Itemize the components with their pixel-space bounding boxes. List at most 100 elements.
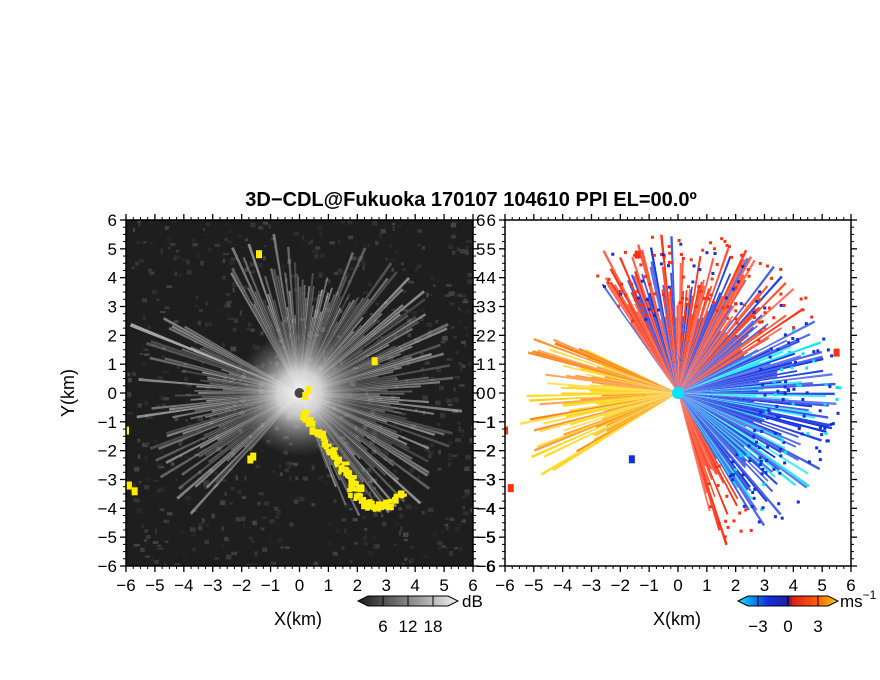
velocity-ray <box>678 375 778 393</box>
noise-speck <box>339 310 343 314</box>
noise-speck <box>445 517 449 521</box>
velocity-speck <box>616 304 620 308</box>
noise-speck <box>292 516 297 519</box>
velocity-ray <box>678 282 787 393</box>
velocity-speck <box>812 359 816 363</box>
velocity-ray <box>678 350 743 393</box>
noise-speck <box>233 439 239 444</box>
noise-speck <box>266 224 271 229</box>
overflow-speck <box>302 391 309 400</box>
velocity-speck <box>772 380 776 384</box>
velocity-speck <box>653 292 657 296</box>
noise-speck <box>341 220 345 224</box>
y-tick-label: 3 <box>487 298 496 317</box>
noise-speck <box>422 555 428 559</box>
velocity-ray <box>678 284 700 393</box>
velocity-speck <box>758 320 762 324</box>
noise-speck <box>170 462 175 467</box>
noise-speck <box>364 527 368 532</box>
noise-speck <box>457 293 463 297</box>
velocity-ray <box>634 271 678 393</box>
y-tick-label: 1 <box>487 355 496 374</box>
noise-speck <box>161 508 165 512</box>
noise-speck <box>228 379 233 384</box>
noise-speck <box>397 399 403 403</box>
velocity-ray <box>664 316 678 393</box>
noise-speck <box>462 511 469 516</box>
noise-speck <box>299 318 305 321</box>
noise-speck <box>463 298 468 301</box>
velocity-speck <box>711 271 715 275</box>
velocity-ray <box>678 393 745 448</box>
velocity-speck <box>757 520 761 524</box>
velocity-ray <box>678 393 753 500</box>
noise-speck <box>432 531 437 537</box>
velocity-ray <box>603 393 678 417</box>
noise-speck <box>444 523 449 527</box>
velocity-ray <box>678 318 700 393</box>
velocity-ray <box>563 365 678 393</box>
velocity-ray <box>678 393 826 398</box>
x-tick-label: −2 <box>232 576 251 595</box>
overflow-speck <box>341 461 350 466</box>
noise-speck <box>424 447 430 452</box>
noise-speck <box>389 257 396 262</box>
velocity-ray <box>678 388 764 393</box>
velocity-ray <box>613 284 678 393</box>
noise-speck <box>446 284 452 287</box>
noise-speck <box>211 224 217 227</box>
overflow-speck <box>371 357 378 366</box>
noise-speck <box>372 430 377 436</box>
noise-speck <box>448 551 454 556</box>
noise-speck <box>295 496 301 499</box>
velocity-speck <box>766 445 770 449</box>
noise-speck <box>409 468 415 473</box>
overflow-speck <box>305 386 312 395</box>
velocity-speck <box>725 244 729 248</box>
velocity-ray <box>678 285 769 393</box>
noise-speck <box>389 459 394 462</box>
noise-speck <box>454 376 460 379</box>
noise-speck <box>379 318 386 321</box>
velocity-ray <box>629 321 678 393</box>
velocity-speck <box>653 314 657 318</box>
velocity-speck <box>596 274 600 278</box>
noise-speck <box>320 327 326 332</box>
noise-speck <box>179 485 184 490</box>
noise-speck <box>341 455 346 460</box>
noise-speck <box>362 265 365 271</box>
noise-speck <box>185 382 192 388</box>
velocity-ray <box>678 256 702 393</box>
velocity-ray <box>678 393 755 403</box>
noise-speck <box>438 449 442 455</box>
velocity-speck <box>725 494 729 498</box>
noise-speck <box>252 344 256 349</box>
overflow-speck <box>386 503 394 511</box>
noise-speck <box>367 400 371 404</box>
velocity-speck <box>640 279 644 283</box>
velocity-speck <box>709 505 713 509</box>
noise-speck <box>413 505 420 510</box>
noise-speck <box>309 461 312 467</box>
noise-speck <box>249 262 255 267</box>
velocity-speck <box>759 367 763 371</box>
velocity-ray <box>678 393 780 471</box>
noise-speck <box>361 490 368 496</box>
velocity-ray <box>678 393 799 438</box>
noise-speck <box>414 338 420 343</box>
noise-speck <box>439 413 446 418</box>
noise-speck <box>157 557 162 560</box>
noise-speck <box>427 450 434 456</box>
velocity-colorbar-unit-base: ms <box>840 592 863 611</box>
velocity-ray <box>678 350 823 393</box>
x-tick-label: 0 <box>673 576 682 595</box>
noise-speck <box>401 348 405 353</box>
x-tick-label: −5 <box>524 576 543 595</box>
noise-speck <box>260 527 265 531</box>
velocity-speck <box>721 306 725 310</box>
noise-speck <box>175 249 180 253</box>
noise-speck <box>126 545 130 549</box>
noise-speck <box>251 540 255 544</box>
velocity-speck <box>698 268 702 272</box>
noise-speck <box>460 441 465 445</box>
